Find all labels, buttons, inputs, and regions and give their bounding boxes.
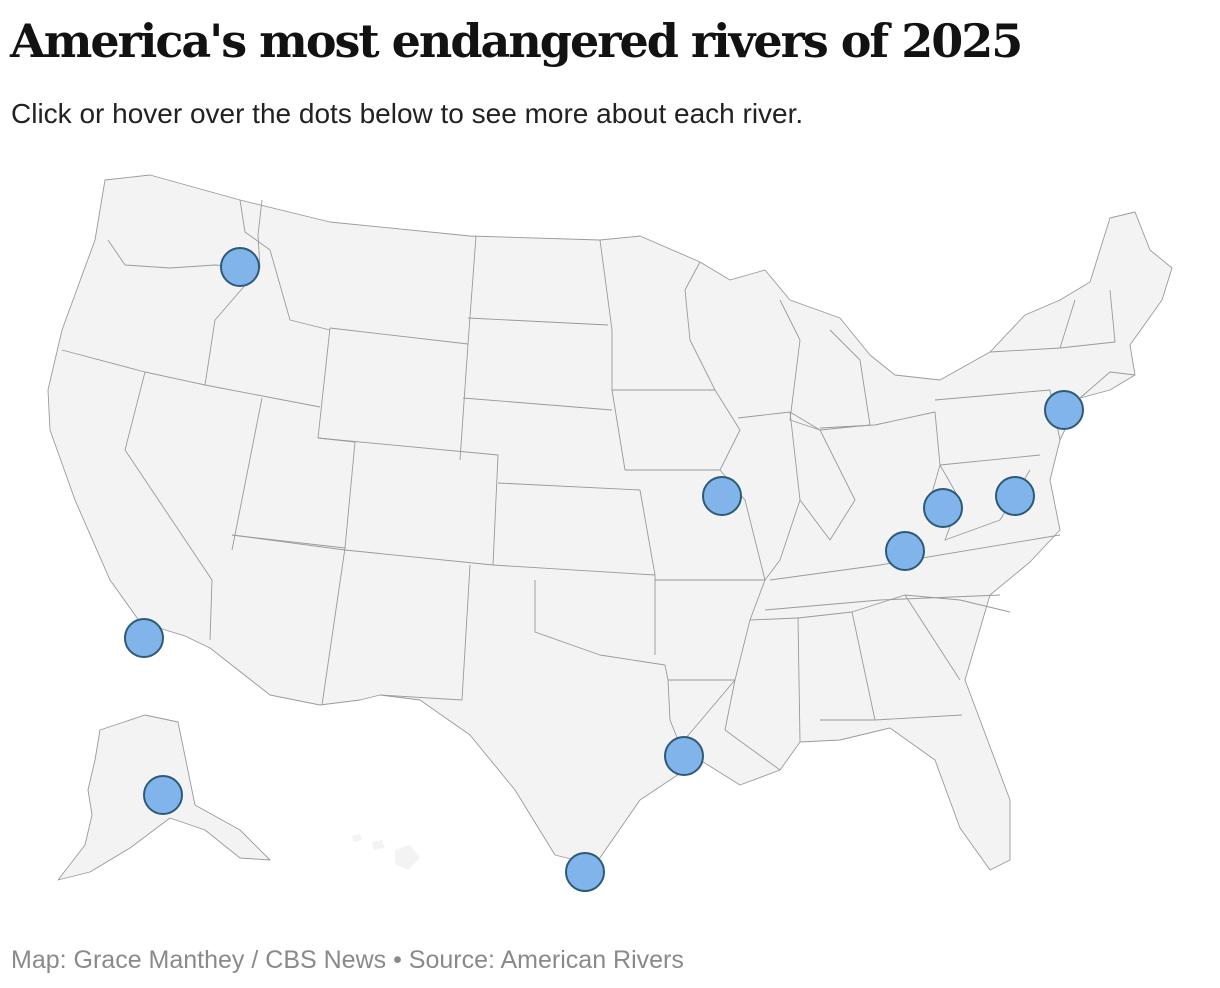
river-marker-virginia[interactable] (995, 476, 1035, 516)
map-credit: Map: Grace Manthey / CBS News • Source: … (11, 946, 684, 974)
river-marker-missouri[interactable] (702, 476, 742, 516)
river-marker-west-virginia[interactable] (923, 488, 963, 528)
page-title: America's most endangered rivers of 2025 (10, 14, 1023, 68)
river-marker-kentucky[interactable] (885, 531, 925, 571)
river-marker-california[interactable] (124, 618, 164, 658)
state-borders (61, 199, 1136, 771)
river-markers (124, 247, 1084, 892)
us-map (0, 150, 1220, 910)
river-marker-texas[interactable] (565, 852, 605, 892)
hawaii-island-2 (372, 840, 385, 850)
us-map-svg (47, 174, 1173, 892)
page-subtitle: Click or hover over the dots below to se… (11, 98, 804, 129)
hawaii-island-3 (352, 834, 362, 842)
hawaii-land (395, 845, 420, 870)
river-marker-louisiana[interactable] (664, 736, 704, 776)
alaska-outline (57, 714, 271, 881)
river-marker-washington[interactable] (220, 247, 260, 287)
us-outline (47, 174, 1173, 871)
river-marker-new-jersey[interactable] (1044, 390, 1084, 430)
contiguous-us-land (48, 175, 1172, 870)
river-marker-alaska[interactable] (143, 775, 183, 815)
